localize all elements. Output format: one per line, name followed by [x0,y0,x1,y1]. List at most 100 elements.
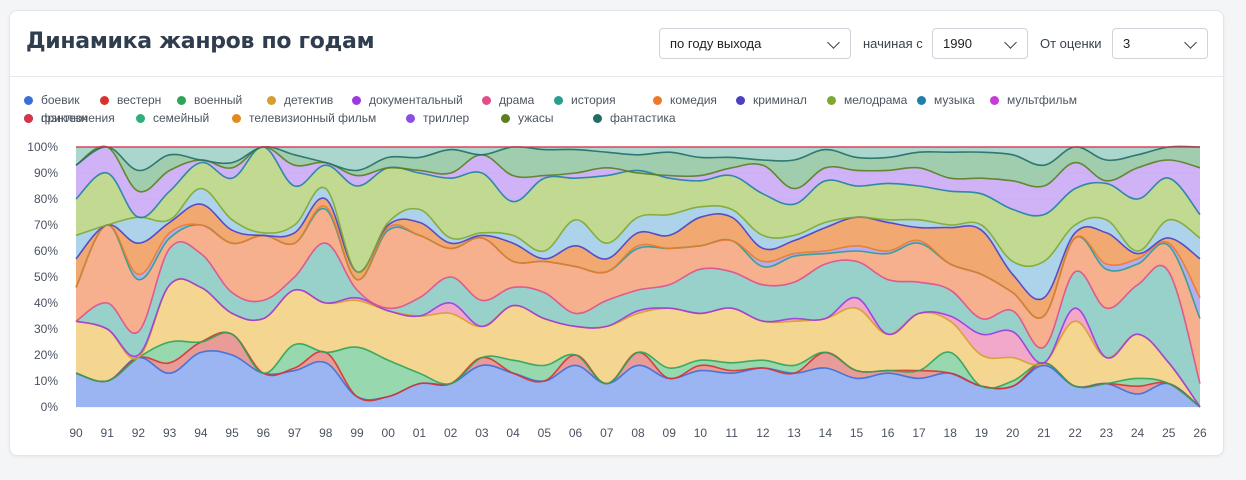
legend-swatch [100,96,109,105]
x-tick-label: 93 [163,426,177,440]
x-tick-label: 12 [756,426,770,440]
rating-select[interactable]: 3 [1112,28,1208,59]
legend-item[interactable]: боевик [24,93,80,107]
card-header: Динамика жанров по годам по году выхода … [10,11,1223,77]
legend-item[interactable]: документальный [352,93,463,107]
legend-item[interactable]: мелодрама [827,93,907,107]
legend-item[interactable]: фэнтези [24,111,88,125]
legend-label: мультфильм [1007,93,1078,107]
legend-label: комедия [670,93,717,107]
x-tick-label: 01 [413,426,427,440]
legend-item[interactable]: ужасы [501,111,553,125]
x-tick-label: 13 [787,426,801,440]
area-band [76,208,1200,384]
legend-label: телевизионный фильм [249,111,377,125]
x-tick-label: 91 [101,426,115,440]
legend-item[interactable]: триллер [406,111,469,125]
rating-select-value: 3 [1123,36,1131,51]
x-tick-label: 03 [475,426,489,440]
x-tick-label: 08 [631,426,645,440]
x-tick-label: 10 [694,426,708,440]
legend-label: вестерн [117,93,162,107]
x-tick-label: 94 [194,426,208,440]
from-label: начиная с [863,36,923,51]
legend-item[interactable]: мультфильм [990,93,1077,107]
y-tick-label: 80% [34,192,58,206]
legend-swatch [267,96,276,105]
x-tick-label: 09 [663,426,677,440]
legend-label: криминал [753,93,807,107]
x-tick-label: 00 [382,426,396,440]
x-tick-label: 97 [288,426,302,440]
year-select[interactable]: 1990 [932,28,1028,59]
x-tick-label: 95 [225,426,239,440]
legend-item[interactable]: семейный [136,111,209,125]
x-tick-label: 20 [1006,426,1020,440]
legend-item[interactable]: музыка [917,93,975,107]
legend-item[interactable]: вестерн [100,93,161,107]
series-line [75,197,1201,301]
x-tick-label: 16 [881,426,895,440]
legend-label: драма [499,93,535,107]
area-band [76,332,1200,407]
legend-item[interactable]: история [554,93,616,107]
y-tick-label: 100% [27,140,58,154]
legend-swatch [653,96,662,105]
y-tick-label: 90% [34,166,58,180]
legend-swatch [827,96,836,105]
legend-label: триллер [423,111,470,125]
legend-label: боевик [41,93,80,107]
legend-item[interactable]: фантастика [593,111,676,125]
x-tick-label: 06 [569,426,583,440]
y-tick-label: 50% [34,270,58,284]
legend-label: мелодрама [844,93,908,107]
legend-swatch [554,96,563,105]
legend-swatch [232,114,241,123]
legend-label: ужасы [518,111,554,125]
series-line [75,332,1201,408]
legend-item[interactable]: военный [177,93,242,107]
x-tick-label: 99 [350,426,364,440]
x-tick-label: 04 [506,426,520,440]
legend-swatch [177,96,186,105]
x-tick-label: 24 [1131,426,1145,440]
mode-select-value: по году выхода [670,36,762,51]
legend-swatch [24,96,33,105]
legend-swatch [593,114,602,123]
area-band [76,350,1200,407]
legend-item[interactable]: телевизионный фильм [232,111,376,125]
y-tick-label: 40% [34,296,58,310]
legend-label: фэнтези [41,111,88,125]
x-tick-label: 14 [819,426,833,440]
legend-item[interactable]: драма [482,93,534,107]
legend-swatch [24,114,33,123]
legend-item[interactable]: комедия [653,93,717,107]
x-tick-label: 17 [912,426,926,440]
legend-label: приключения [41,111,115,125]
legend-label: фантастика [610,111,676,125]
legend-item[interactable]: детектив [267,93,333,107]
y-tick-label: 30% [34,322,58,336]
x-tick-label: 96 [257,426,271,440]
area-band [76,146,1200,218]
series-line [75,186,1201,273]
x-tick-label: 21 [1037,426,1051,440]
year-select-value: 1990 [943,36,972,51]
page-title: Динамика жанров по годам [26,29,375,54]
legend-label: музыка [934,93,975,107]
area-band [76,241,1200,407]
x-tick-label: 23 [1100,426,1114,440]
x-tick-label: 15 [850,426,864,440]
legend-swatch [136,114,145,123]
area-band [76,146,1200,192]
legend-label: военный [194,93,243,107]
legend-label: детектив [284,93,334,107]
legend-item[interactable]: криминал [736,93,807,107]
legend-swatch [501,114,510,123]
y-tick-label: 0% [41,400,59,414]
x-tick-label: 05 [538,426,552,440]
y-tick-label: 60% [34,244,58,258]
mode-select[interactable]: по году выхода [659,28,851,59]
series-line [75,278,1201,408]
